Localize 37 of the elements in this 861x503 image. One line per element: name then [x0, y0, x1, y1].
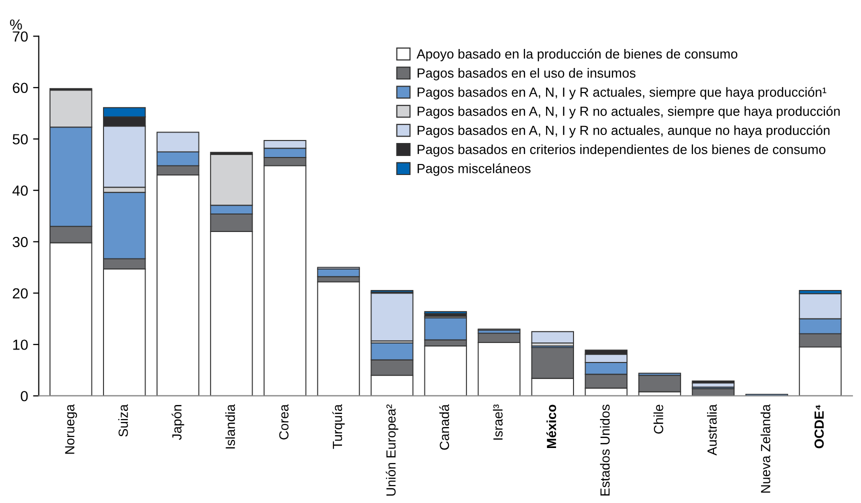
y-tick-label: 0	[20, 390, 28, 402]
legend-label: Pagos basados en criterios independientes de los bienes de consumo	[418, 144, 826, 157]
legend-label: Pagos basados en A, N, I y R actuales, siempre que haya producción¹	[418, 86, 826, 100]
bar	[692, 380, 735, 384]
legend-label: Pagos basados en A, N, I y R no actuales, aunque no haya producción	[418, 125, 830, 138]
x-tick-label: Australia	[707, 404, 717, 456]
bar	[370, 292, 414, 342]
y-tick-label: 20	[12, 288, 28, 299]
x-tick-label: Turquía	[332, 404, 345, 449]
y-axis-title: %	[10, 19, 22, 30]
x-tick-label: Israel³	[492, 404, 503, 440]
y-tick-label: 10	[13, 340, 28, 350]
x-tick-label: Unión Europea²	[386, 404, 398, 496]
x-tick-label: Suiza	[118, 404, 128, 437]
bar	[424, 311, 467, 314]
legend-label: Pagos basados en A, N, I y R no actuales, siempre que haya producción	[418, 106, 840, 119]
x-tick-label: Canadá	[439, 404, 450, 450]
x-tick-label: Noruega	[65, 404, 78, 454]
x-tick-label: Japón	[172, 405, 184, 440]
y-tick-label: 40	[12, 185, 28, 196]
x-tick-label: México	[546, 404, 556, 448]
legend-label: Pagos basados en el uso de insumos	[418, 68, 636, 80]
x-tick-label: Chile	[654, 404, 664, 434]
x-tick-label: OCDE⁴	[814, 404, 824, 448]
y-tick-label: 30	[12, 236, 28, 248]
x-tick-label: Estados Unidos	[600, 404, 610, 496]
x-tick-label: Nueva Zelanda	[760, 404, 770, 493]
bar	[531, 331, 574, 344]
y-tick-label: 50	[12, 134, 28, 144]
bar	[317, 281, 360, 396]
legend-label: Apoyo basado en la producción de bienes de consumo	[416, 48, 738, 62]
x-tick-label: Islandia	[225, 404, 235, 448]
y-tick-label: 70	[12, 31, 28, 42]
bar	[638, 374, 682, 392]
x-tick-label: Corea	[279, 404, 289, 440]
legend-label: Pagos misceláneos	[418, 163, 531, 176]
y-tick-label: 60	[12, 82, 28, 94]
